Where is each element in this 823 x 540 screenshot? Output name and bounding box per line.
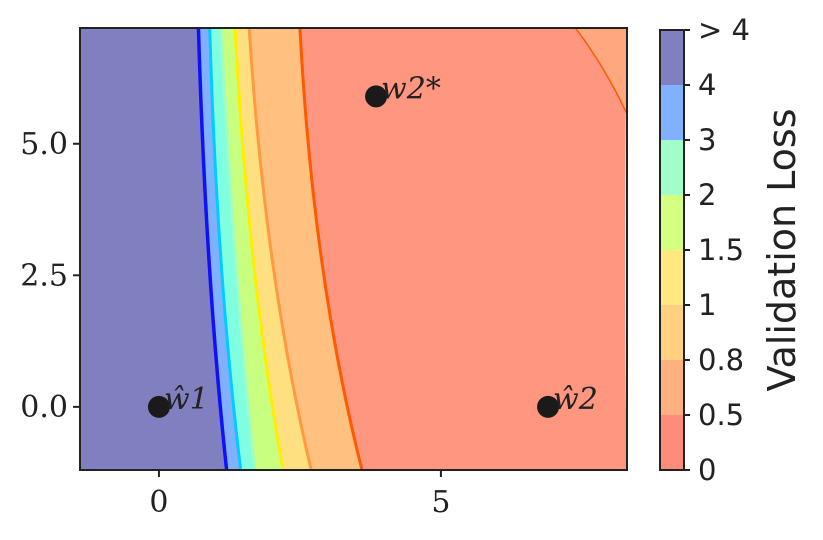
y-axis: 0.0 2.5 5.0 (20, 127, 80, 425)
y-tick-label: 5.0 (20, 127, 68, 162)
data-point (537, 395, 560, 418)
colorbar-tick-label: 0.5 (698, 398, 744, 432)
contour-line (208, 27, 243, 471)
colorbar-segment (660, 30, 684, 85)
data-point-label: ŵ2 (553, 382, 598, 417)
data-point-label: w2* (381, 71, 441, 106)
contour-line (298, 27, 364, 471)
y-tick-label: 0.0 (20, 390, 68, 425)
colorbar-segment (660, 360, 684, 415)
x-tick-label: 5 (431, 485, 450, 520)
contour-band (249, 28, 362, 470)
colorbar-segment (660, 85, 684, 140)
contour-band (235, 28, 312, 470)
colorbar-segment (660, 140, 684, 195)
colorbar: 0 0.5 0.8 1 1.5 2 3 4 > 4 (659, 13, 750, 487)
colorbar-tick-label: 2 (698, 178, 716, 212)
contour-band-corner (576, 28, 627, 113)
colorbar-title: Validation Loss (760, 108, 804, 391)
colorbar-tick-label: 4 (698, 68, 716, 102)
colorbar-tick-label: 3 (698, 123, 716, 157)
data-point-label: ŵ1 (164, 382, 209, 417)
contour-band (80, 28, 227, 470)
colorbar-tick-label: > 4 (698, 13, 750, 47)
contour-band (299, 28, 627, 470)
data-point (365, 85, 388, 108)
data-point (147, 395, 170, 418)
y-tick-label: 2.5 (20, 258, 68, 293)
contour-line (247, 27, 313, 471)
colorbar-tick-label: 1.5 (698, 233, 744, 267)
plot-frame (79, 27, 628, 471)
colorbar-tick-label: 0.8 (698, 343, 744, 377)
contour-bands (80, 28, 627, 470)
colorbar-segment (660, 415, 684, 470)
x-tick-label: 0 (149, 485, 168, 520)
data-points: ŵ1 w2* ŵ2 (147, 71, 598, 418)
colorbar-segment (660, 250, 684, 305)
colorbar-segment (660, 195, 684, 250)
colorbar-segment (660, 305, 684, 360)
contour-line (233, 27, 285, 471)
colorbar-tick-label: 0 (698, 453, 716, 487)
contour-line (219, 27, 257, 471)
contour-line (196, 27, 229, 471)
colorbar-tick-label: 1 (698, 288, 716, 322)
